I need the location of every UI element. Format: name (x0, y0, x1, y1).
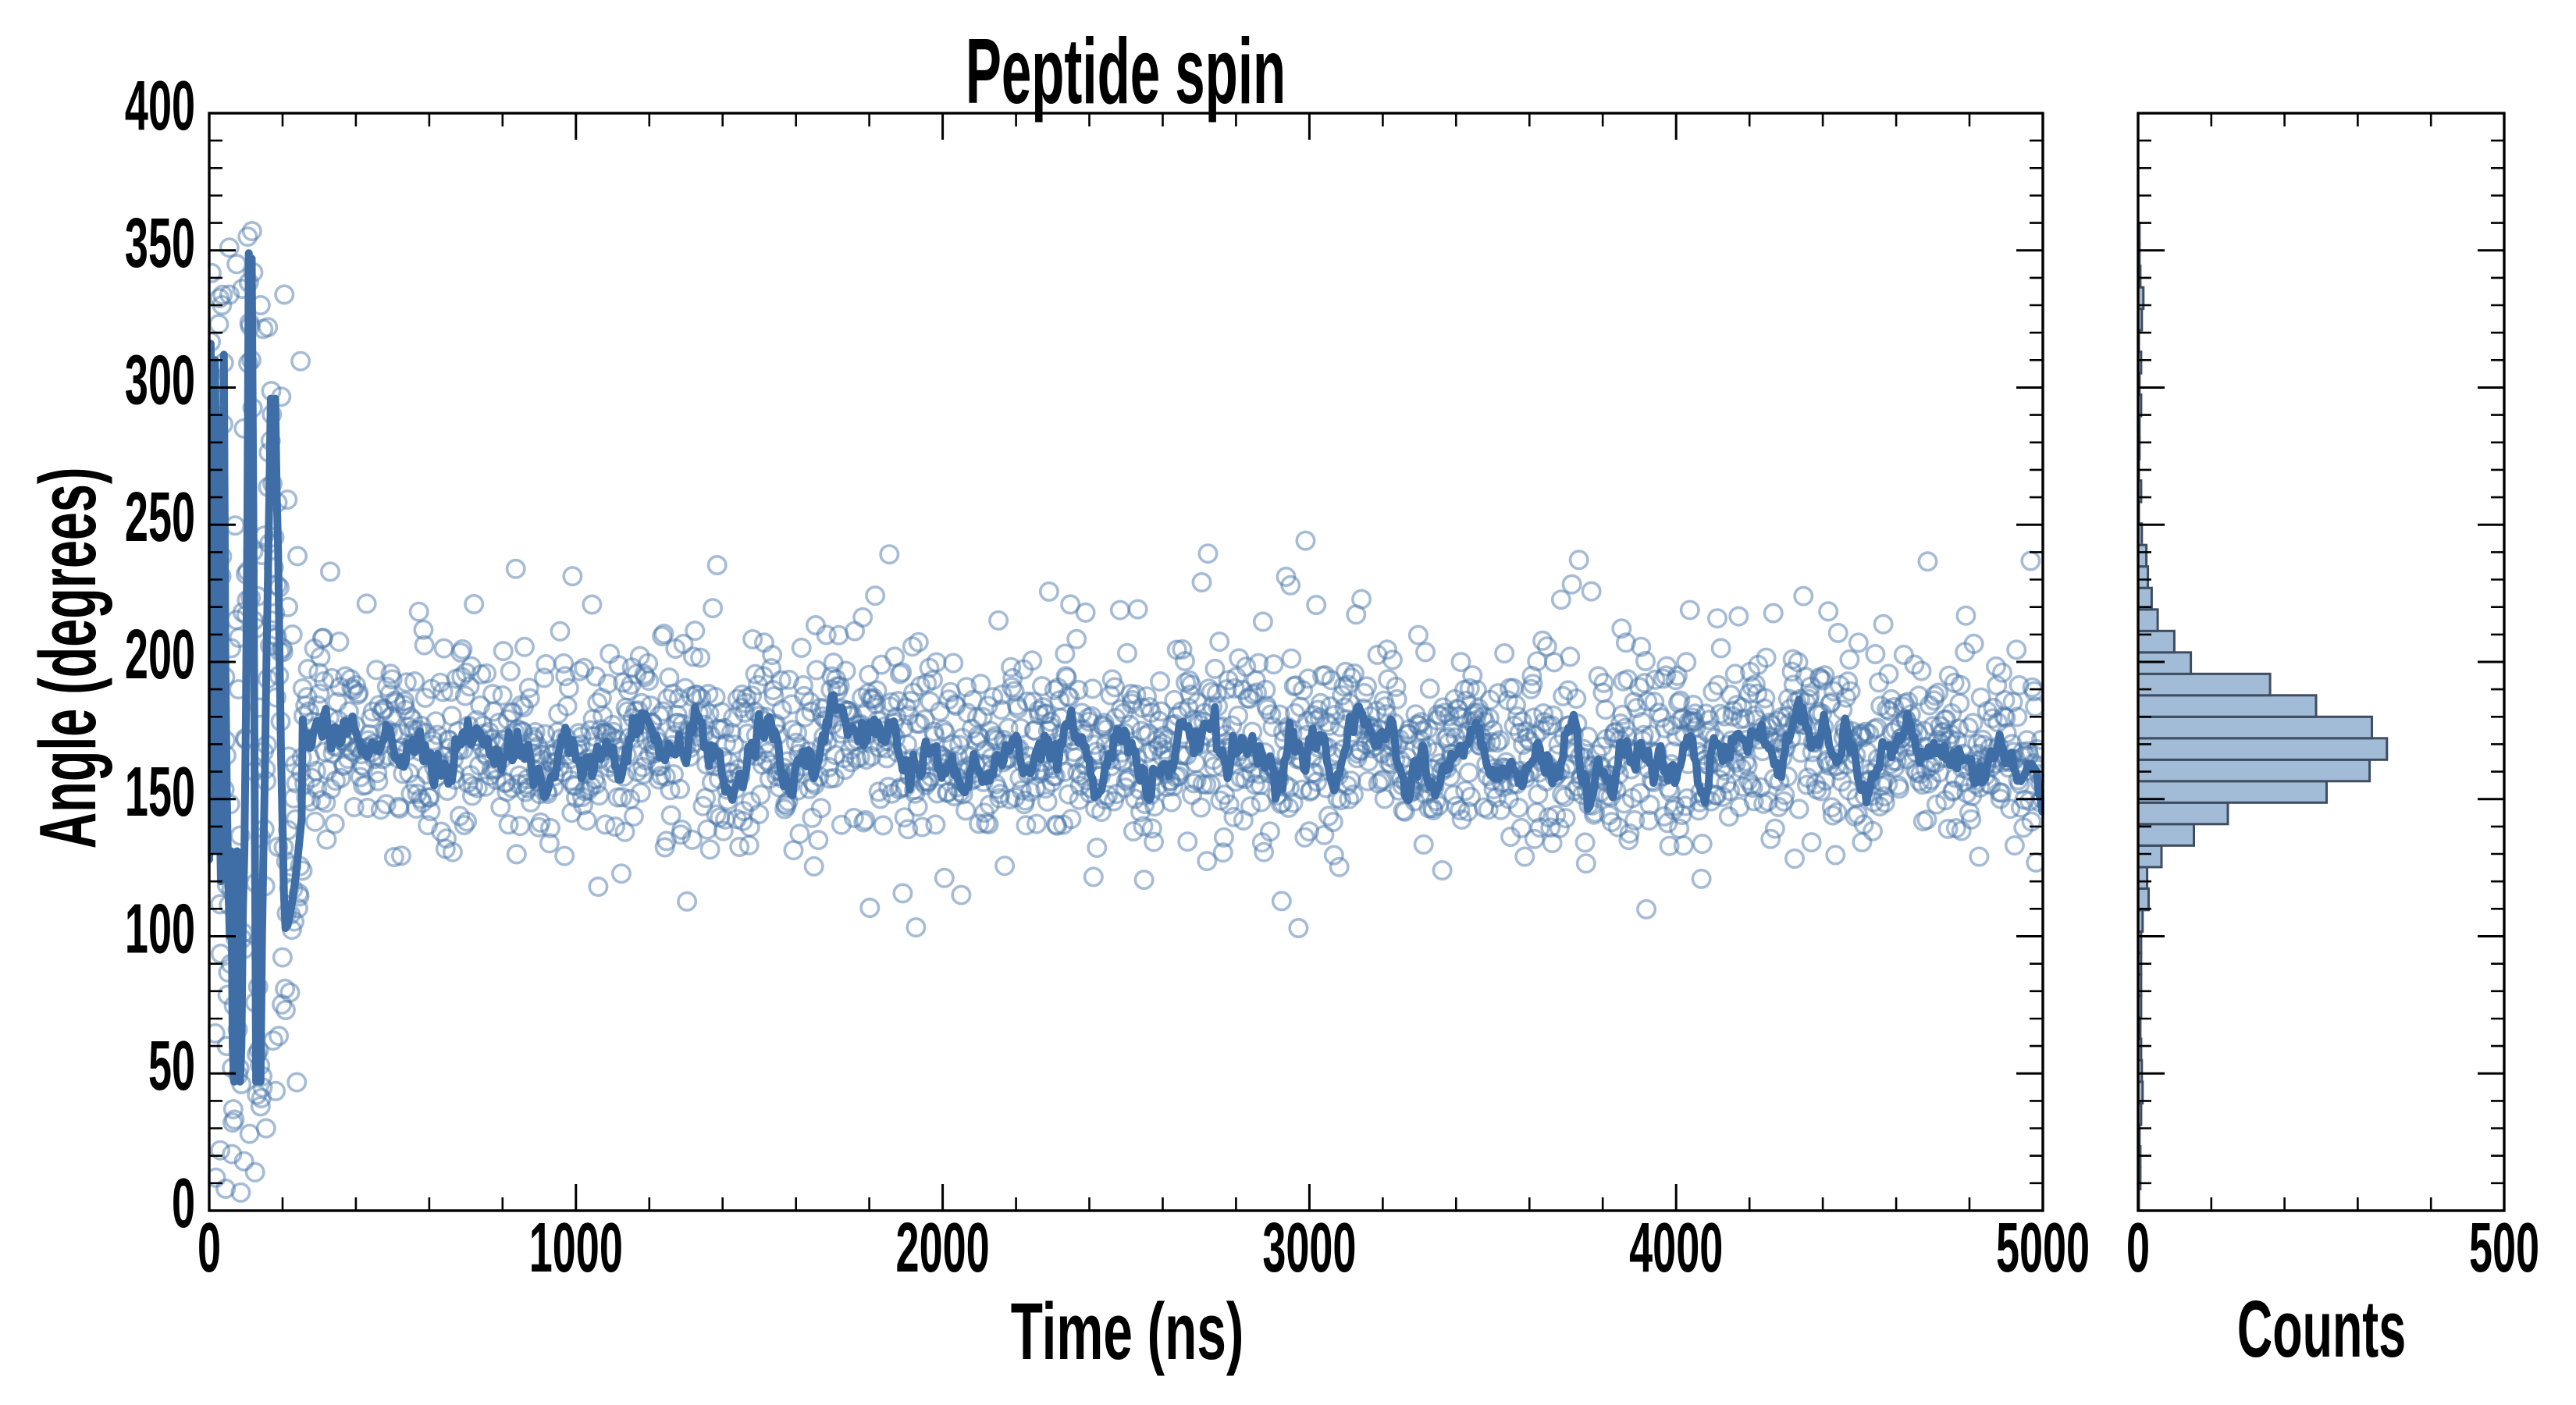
svg-text:350: 350 (125, 204, 195, 283)
svg-text:400: 400 (125, 66, 195, 145)
svg-text:Peptide spin: Peptide spin (966, 19, 1286, 123)
svg-text:0: 0 (2126, 1208, 2150, 1287)
svg-text:2000: 2000 (896, 1208, 990, 1287)
svg-text:300: 300 (125, 340, 195, 419)
svg-text:500: 500 (2469, 1208, 2539, 1287)
svg-text:Counts: Counts (2237, 1285, 2406, 1375)
svg-text:0: 0 (172, 1164, 195, 1243)
svg-text:250: 250 (125, 478, 195, 557)
svg-text:100: 100 (125, 889, 195, 968)
svg-text:Angle (degrees): Angle (degrees) (23, 468, 113, 849)
svg-text:50: 50 (148, 1026, 195, 1105)
svg-text:4000: 4000 (1629, 1208, 1723, 1287)
svg-text:150: 150 (125, 752, 195, 831)
svg-text:3000: 3000 (1262, 1208, 1356, 1287)
svg-text:5000: 5000 (1996, 1208, 2090, 1287)
svg-text:0: 0 (197, 1208, 221, 1287)
svg-text:200: 200 (125, 615, 195, 694)
svg-text:1000: 1000 (529, 1208, 623, 1287)
svg-text:Time (ns): Time (ns) (1011, 1287, 1244, 1377)
